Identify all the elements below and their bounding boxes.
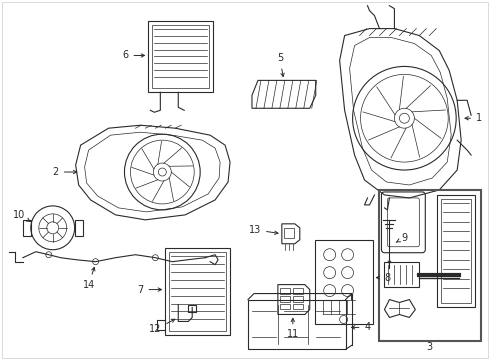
Text: 11: 11 <box>287 318 299 339</box>
Text: 7: 7 <box>137 284 161 294</box>
Bar <box>165 248 230 336</box>
Text: 9: 9 <box>396 233 408 243</box>
Text: 1: 1 <box>465 113 482 123</box>
Text: 2: 2 <box>52 167 77 177</box>
Bar <box>280 303 290 310</box>
Bar <box>379 190 481 341</box>
Text: 4: 4 <box>351 323 370 332</box>
Bar <box>293 296 303 302</box>
Bar <box>315 240 372 324</box>
Text: 10: 10 <box>13 210 30 221</box>
Bar <box>280 288 290 293</box>
Bar <box>441 199 471 302</box>
Bar <box>293 303 303 310</box>
Text: 14: 14 <box>82 267 95 289</box>
Bar <box>280 296 290 302</box>
Bar <box>152 24 209 88</box>
Bar <box>169 252 226 332</box>
Bar <box>148 21 213 92</box>
Text: 8: 8 <box>376 273 391 283</box>
Text: 12: 12 <box>149 319 175 334</box>
Text: 3: 3 <box>426 342 432 352</box>
Bar <box>284 228 294 238</box>
Text: 13: 13 <box>249 225 278 235</box>
Bar <box>385 262 419 287</box>
Text: 6: 6 <box>122 50 145 60</box>
Bar <box>248 300 345 349</box>
Bar <box>437 195 475 306</box>
Text: 5: 5 <box>277 54 284 77</box>
Bar <box>188 305 196 312</box>
Bar <box>293 288 303 293</box>
